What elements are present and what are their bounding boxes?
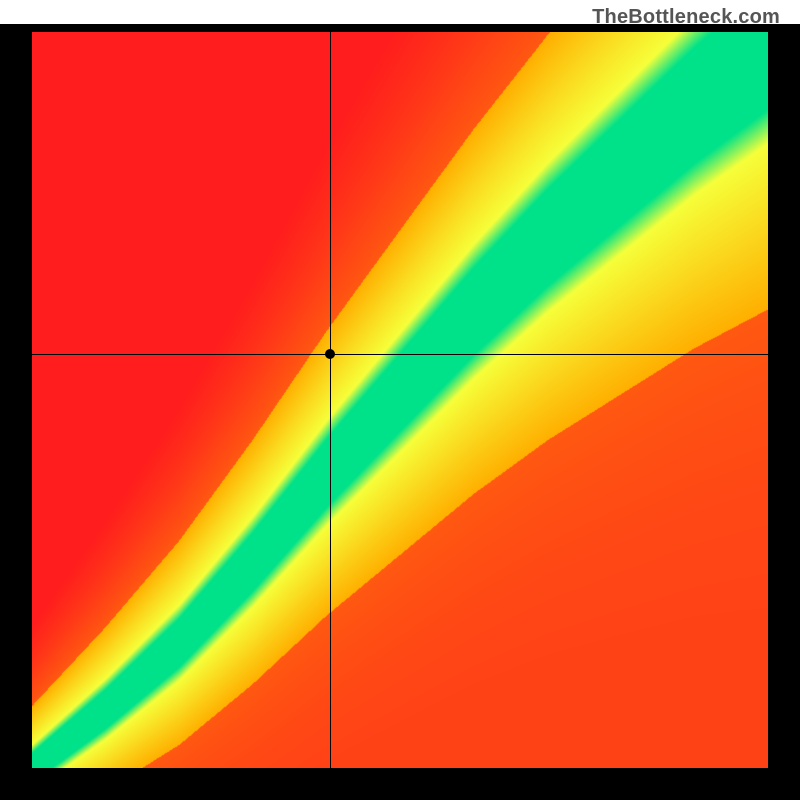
attribution-text: TheBottleneck.com [592,6,780,29]
heatmap-canvas [32,32,768,768]
chart-frame [0,24,800,800]
crosshair-horizontal [32,354,768,355]
crosshair-vertical [330,32,331,768]
heatmap-plot [32,32,768,768]
crosshair-marker [325,349,335,359]
